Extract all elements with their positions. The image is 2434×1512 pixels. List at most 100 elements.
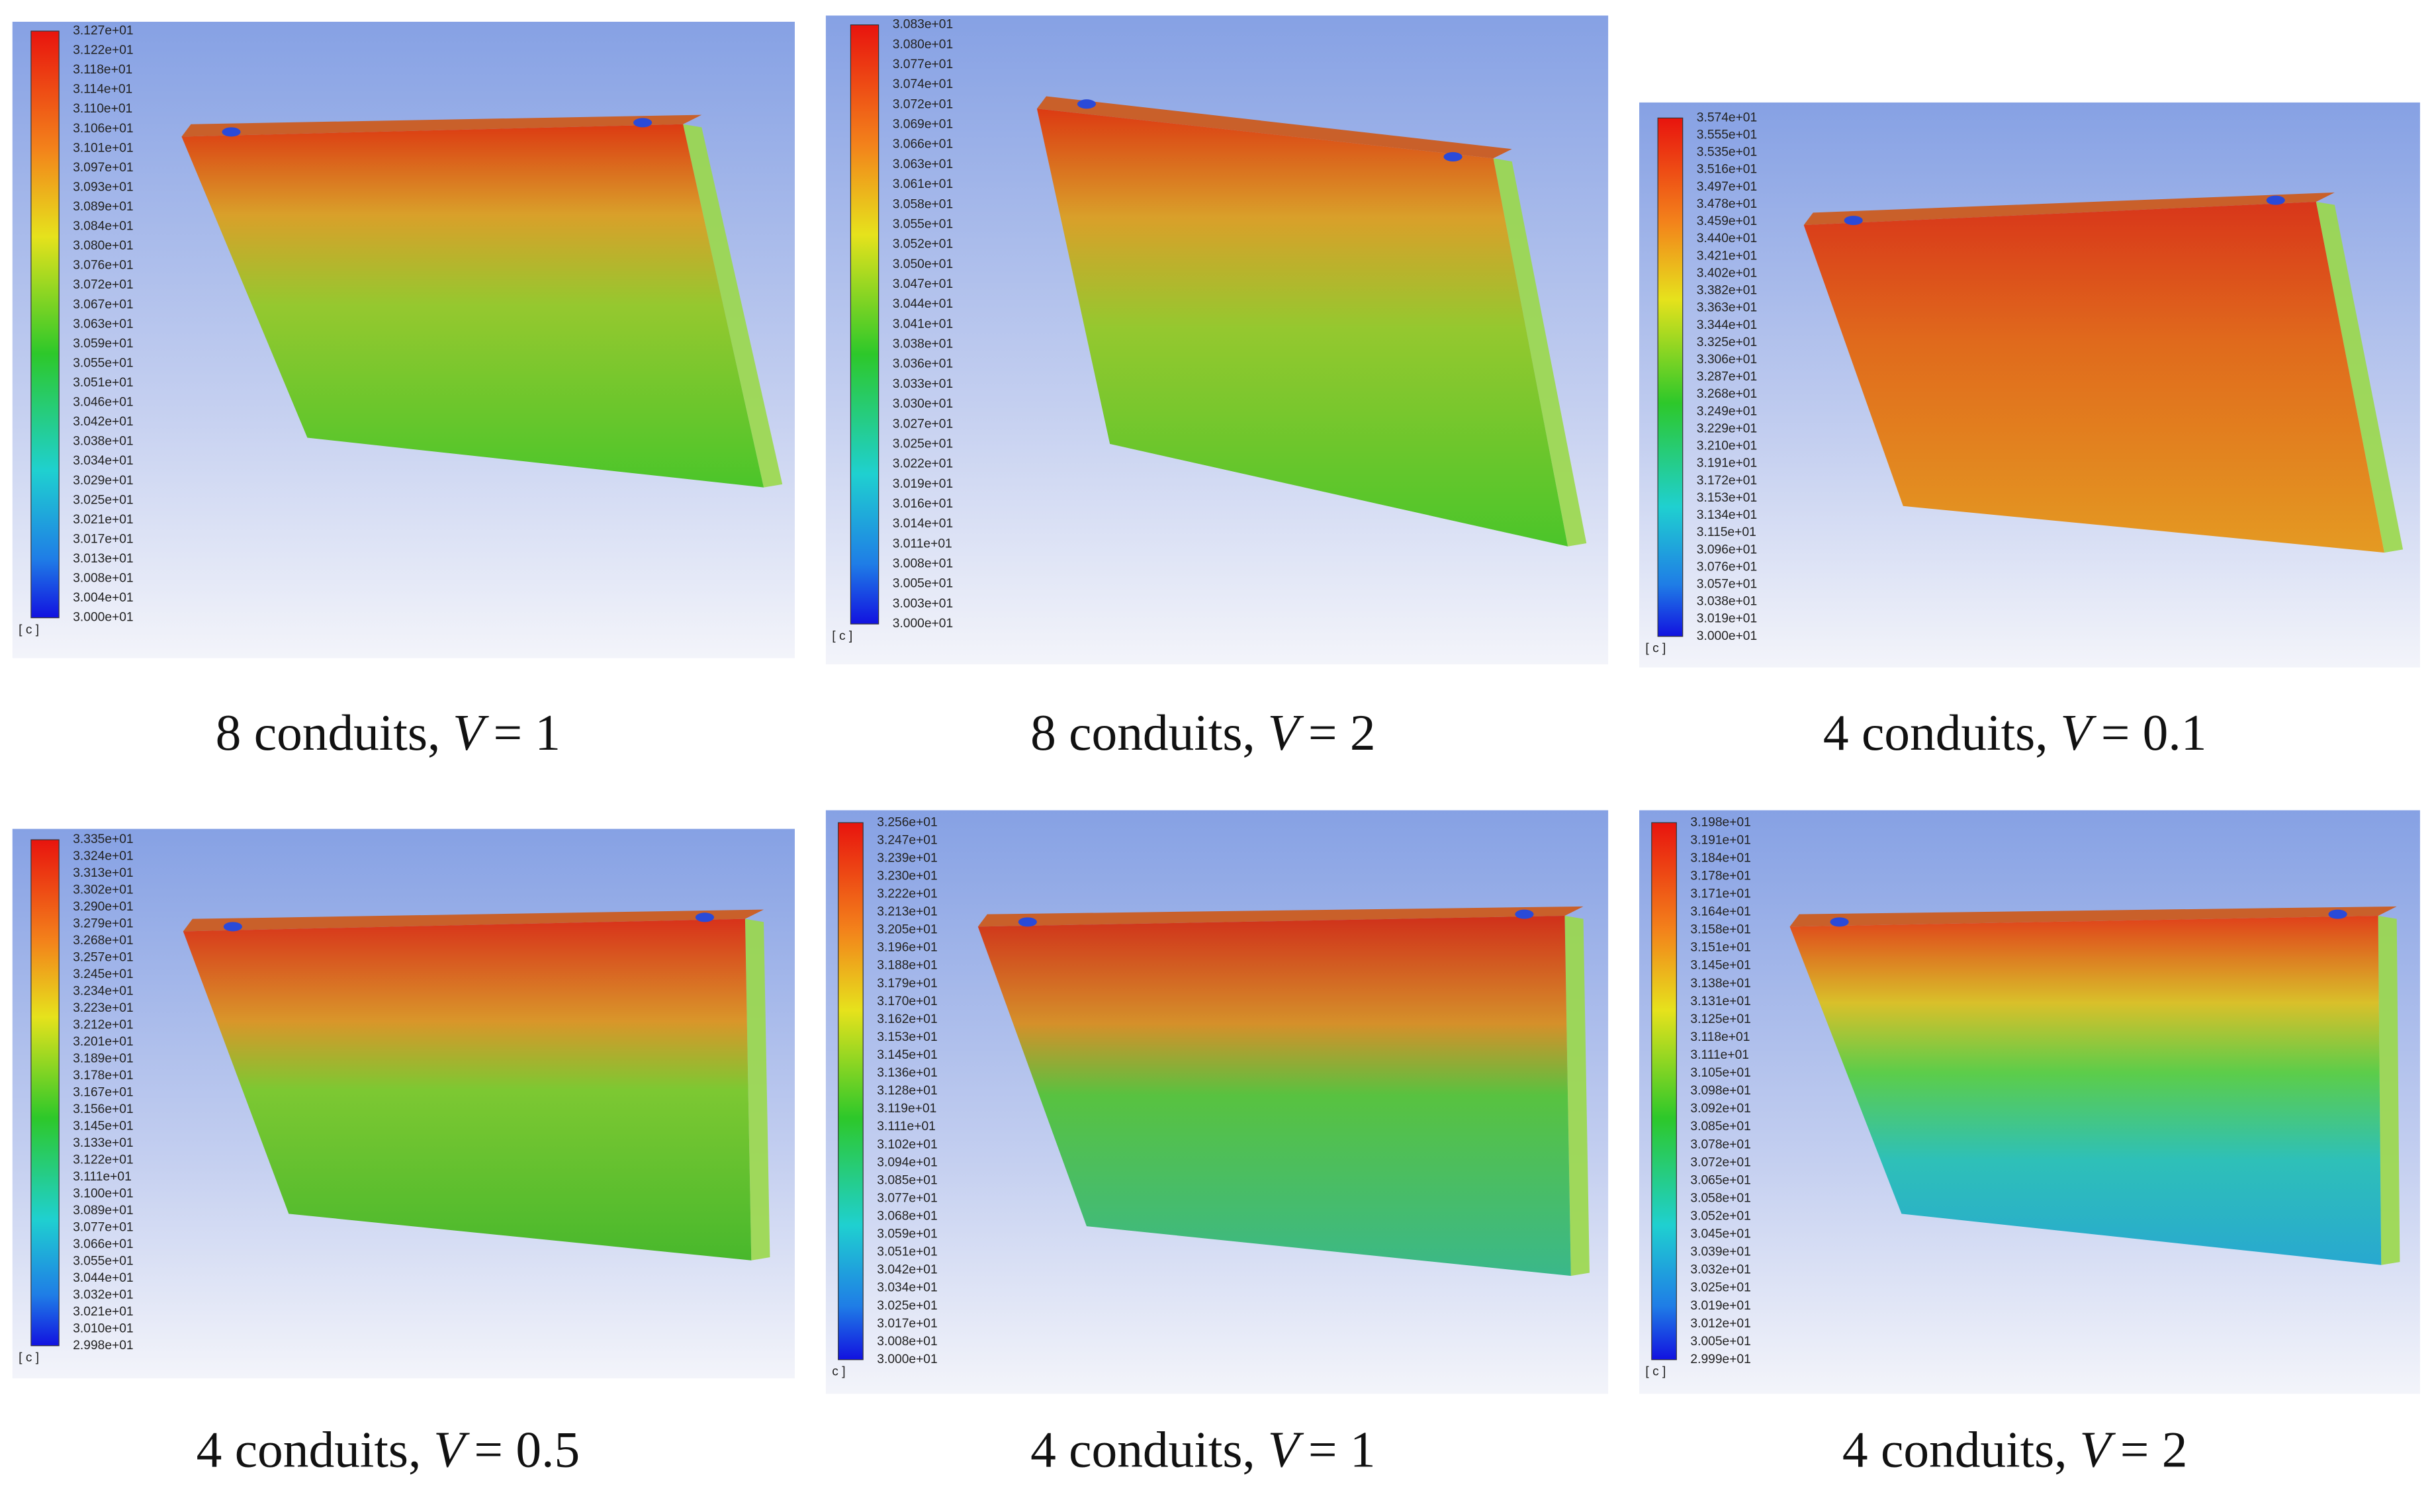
colorbar-label: 3.076e+01 — [1697, 560, 1757, 574]
panel: 3.335e+01 3.324e+01 3.313e+01 3.302e+01 3.29… — [12, 828, 795, 1378]
colorbar-label: 3.000e+01 — [893, 617, 953, 631]
colorbar-label: 3.105e+01 — [1690, 1066, 1750, 1080]
colorbar-label: 3.191e+01 — [1690, 833, 1750, 847]
colorbar-label: 3.080e+01 — [73, 239, 133, 253]
plate-top — [181, 114, 702, 137]
colorbar-label: 3.089e+01 — [73, 200, 133, 214]
colorbar-label: 3.059e+01 — [877, 1227, 937, 1241]
colorbar-label: 3.057e+01 — [1697, 577, 1757, 591]
colorbar-label: 3.279e+01 — [73, 917, 133, 931]
port — [1515, 909, 1534, 919]
colorbar-label: 3.325e+01 — [1697, 335, 1757, 349]
colorbar-label: 3.178e+01 — [1690, 869, 1750, 883]
colorbar-label: 3.198e+01 — [1690, 815, 1750, 829]
colorbar-label: 3.223e+01 — [73, 1001, 133, 1015]
colorbar-label: 3.122e+01 — [73, 1153, 133, 1167]
colorbar-label: 3.034e+01 — [877, 1281, 937, 1295]
caption-rest: = 2 — [1308, 704, 1376, 761]
colorbar-label: 3.039e+01 — [1690, 1245, 1750, 1259]
colorbar-label: 3.069e+01 — [893, 118, 953, 132]
colorbar-label: 3.042e+01 — [877, 1263, 937, 1277]
colorbar-label: 3.167e+01 — [73, 1085, 133, 1099]
unit-label: c ] — [832, 1365, 845, 1379]
colorbar-label: 3.172e+01 — [1697, 474, 1757, 488]
colorbar-label: 3.013e+01 — [73, 552, 133, 566]
colorbar-label: 3.151e+01 — [1690, 941, 1750, 955]
colorbar-label: 3.066e+01 — [893, 138, 953, 152]
colorbar-label: 3.072e+01 — [1690, 1155, 1750, 1169]
colorbar-label: 3.032e+01 — [73, 1288, 133, 1302]
colorbar-label: 3.324e+01 — [73, 850, 133, 864]
colorbar-label: 3.008e+01 — [877, 1335, 937, 1349]
colorbar-label: 3.302e+01 — [73, 883, 133, 897]
colorbar-label: 3.096e+01 — [1697, 543, 1757, 556]
panel: 3.198e+01 3.191e+01 3.184e+01 3.178e+01 3.17… — [1639, 810, 2420, 1394]
colorbar-label: 3.212e+01 — [73, 1018, 133, 1032]
unit-label: [ c ] — [1645, 642, 1666, 656]
colorbar-label: 3.042e+01 — [73, 415, 133, 429]
colorbar — [30, 839, 60, 1347]
colorbar-label: 3.222e+01 — [877, 887, 937, 901]
colorbar-label: 3.019e+01 — [1690, 1299, 1750, 1313]
colorbar-label: 3.131e+01 — [1690, 995, 1750, 1008]
colorbar-label: 3.119e+01 — [877, 1102, 936, 1116]
plate-side — [2316, 201, 2404, 553]
colorbar-label: 3.111e+01 — [1690, 1048, 1749, 1062]
colorbar-label: 3.084e+01 — [73, 220, 133, 234]
colorbar-label: 3.111e+01 — [73, 1170, 132, 1184]
colorbar-label: 3.063e+01 — [893, 157, 953, 171]
colorbar-label: 3.196e+01 — [877, 941, 937, 955]
colorbar-label: 3.128e+01 — [877, 1084, 937, 1098]
colorbar-label: 3.027e+01 — [893, 417, 953, 431]
colorbar-label: 3.017e+01 — [73, 532, 133, 546]
port — [2328, 909, 2347, 919]
colorbar-label: 3.162e+01 — [877, 1012, 937, 1026]
colorbar-label: 3.065e+01 — [1690, 1173, 1750, 1187]
plate-top — [1789, 906, 2397, 927]
colorbar-label: 3.125e+01 — [1690, 1012, 1750, 1026]
port — [633, 118, 653, 128]
colorbar-label: 3.055e+01 — [73, 356, 133, 370]
caption-rest: = 2 — [2120, 1421, 2188, 1478]
colorbar-label: 3.145e+01 — [73, 1119, 133, 1133]
colorbar-label: 3.136e+01 — [877, 1066, 937, 1080]
plate-face — [1803, 201, 2384, 553]
port — [1077, 99, 1097, 109]
caption-var: V — [453, 704, 489, 761]
unit-label: [ c ] — [19, 623, 39, 637]
colorbar-label: 3.256e+01 — [877, 815, 937, 829]
colorbar-label: 3.014e+01 — [893, 517, 953, 531]
colorbar-label: 3.101e+01 — [73, 141, 133, 155]
colorbar-label: 3.230e+01 — [877, 869, 937, 883]
colorbar-label: 3.134e+01 — [1697, 508, 1757, 522]
colorbar-label: 3.074e+01 — [893, 77, 953, 91]
colorbar-label: 3.022e+01 — [893, 457, 953, 471]
caption-var: V — [2060, 704, 2096, 761]
colorbar-label: 3.085e+01 — [877, 1173, 937, 1187]
colorbar-label: 3.145e+01 — [1690, 959, 1750, 973]
colorbar-label: 3.156e+01 — [73, 1102, 133, 1116]
colorbar-label: 3.555e+01 — [1697, 128, 1757, 142]
colorbar-label: 3.029e+01 — [73, 474, 133, 488]
colorbar-label: 3.055e+01 — [73, 1254, 133, 1268]
colorbar-label: 3.011e+01 — [893, 537, 952, 551]
colorbar-label: 3.201e+01 — [73, 1035, 133, 1049]
colorbar-label: 3.038e+01 — [73, 435, 133, 449]
caption: 4 conduits, V = 1 — [1030, 1421, 1375, 1478]
colorbar-label: 3.344e+01 — [1697, 318, 1757, 332]
colorbar-label: 3.092e+01 — [1690, 1102, 1750, 1116]
colorbar-label: 3.008e+01 — [73, 572, 133, 586]
colorbar-label: 3.402e+01 — [1697, 266, 1757, 280]
colorbar-label: 3.127e+01 — [73, 24, 133, 38]
plate-side — [2378, 915, 2400, 1265]
colorbar-label: 3.257e+01 — [73, 951, 133, 965]
colorbar-label: 3.008e+01 — [893, 557, 953, 571]
caption-rest: = 1 — [1308, 1421, 1376, 1478]
colorbar-label: 3.044e+01 — [893, 297, 953, 311]
colorbar-label: 3.078e+01 — [1690, 1137, 1750, 1151]
colorbar-label: 3.005e+01 — [1690, 1335, 1750, 1349]
plate-top — [1803, 192, 2335, 226]
colorbar-label: 3.093e+01 — [73, 180, 133, 194]
